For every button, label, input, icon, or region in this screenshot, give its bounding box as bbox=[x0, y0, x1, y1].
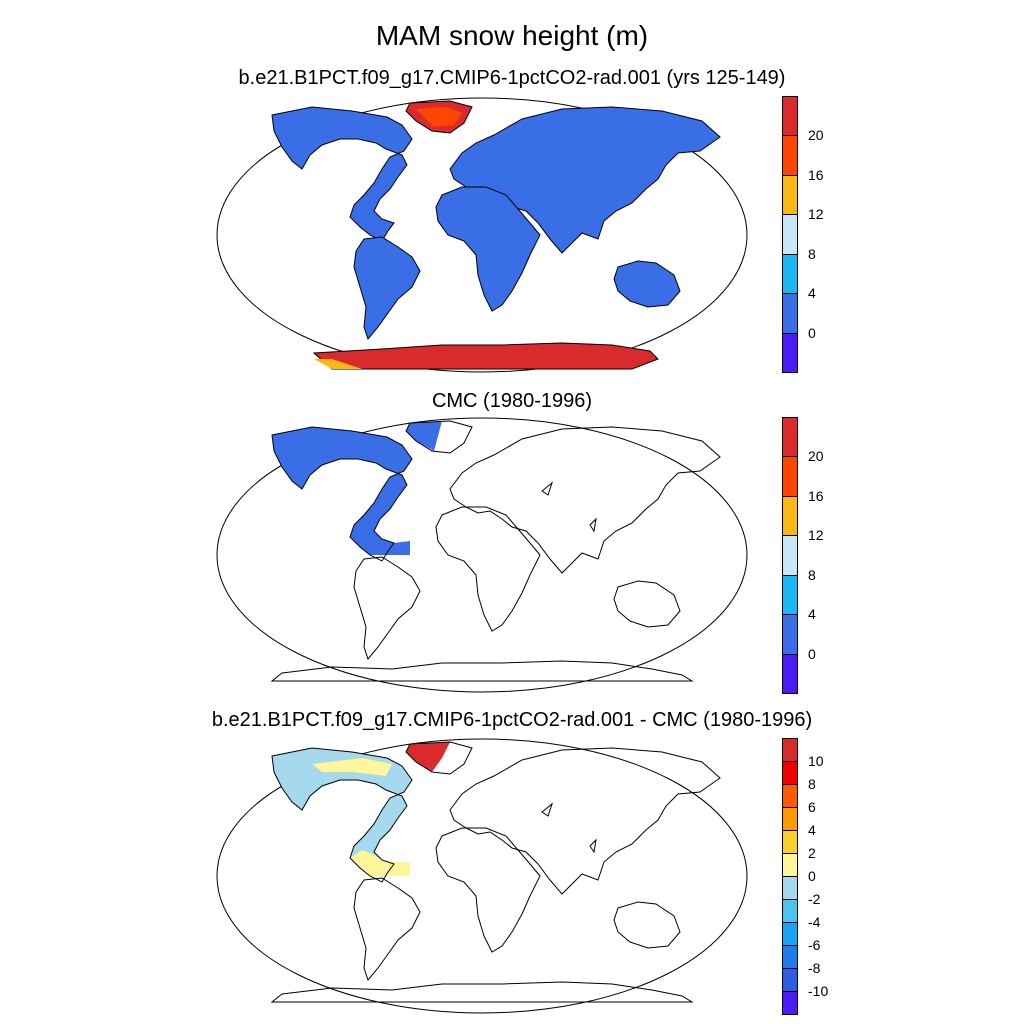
colorbar-tick-label: 4 bbox=[808, 606, 816, 623]
colorbar-cell bbox=[782, 574, 798, 616]
colorbar-model bbox=[782, 96, 798, 373]
colorbar-tick-label: 8 bbox=[808, 566, 816, 583]
panel-title-obs: CMC (1980-1996) bbox=[431, 390, 593, 412]
map-border bbox=[216, 738, 748, 1014]
panel-title-diff: b.e21.B1PCT.f09_g17.CMIP6-1pctCO2-rad.00… bbox=[211, 709, 813, 731]
colorbar-tick-label: 12 bbox=[808, 527, 824, 544]
colorbar-cell bbox=[782, 614, 798, 655]
antarctica-edge bbox=[314, 359, 362, 369]
central-america-positive bbox=[350, 850, 410, 876]
colorbar-tick-label: 12 bbox=[808, 206, 824, 223]
colorbar-obs bbox=[782, 417, 798, 694]
colorbar-tick-label: 20 bbox=[808, 448, 824, 465]
colorbar-cell bbox=[782, 784, 798, 808]
colorbar-cell bbox=[782, 968, 798, 992]
colorbar-tick-label: 4 bbox=[808, 822, 816, 838]
north-america-snow bbox=[272, 427, 412, 555]
map-panel-model bbox=[216, 97, 748, 373]
antarctica-ice bbox=[312, 342, 659, 370]
colorbar-cell bbox=[782, 135, 798, 176]
colorbar-tick-label: -6 bbox=[808, 937, 821, 953]
colorbar-tick-label: 16 bbox=[808, 487, 824, 504]
colorbar-cell bbox=[782, 761, 798, 785]
colorbar-cell bbox=[782, 174, 798, 216]
colorbar-cell bbox=[782, 899, 798, 923]
colorbar-tick-label: 4 bbox=[808, 285, 816, 302]
colorbar-cell bbox=[782, 738, 798, 762]
colorbar-cell bbox=[782, 332, 798, 373]
colorbar-tick-label: -2 bbox=[808, 891, 821, 907]
colorbar-cell bbox=[782, 456, 798, 497]
colorbar-tick-label: -4 bbox=[808, 914, 821, 930]
map-panel-obs bbox=[181, 417, 748, 693]
greenland-partial bbox=[406, 421, 442, 451]
colorbar-tick-label: 0 bbox=[808, 324, 816, 341]
map-panel-diff bbox=[181, 738, 748, 1014]
colorbar-tick-label: -10 bbox=[808, 983, 829, 999]
greenland-positive bbox=[406, 742, 450, 772]
colorbar-tick-label: 0 bbox=[808, 645, 816, 662]
colorbar-tick-label: 8 bbox=[808, 776, 816, 792]
colorbar-cell bbox=[782, 807, 798, 831]
figure-title: MAM snow height (m) bbox=[375, 20, 649, 51]
colorbar-tick-label: 10 bbox=[808, 753, 824, 769]
colorbar-cell bbox=[782, 853, 798, 877]
colorbar-cell bbox=[782, 96, 798, 137]
colorbar-cell bbox=[782, 214, 798, 255]
colorbar-cell bbox=[782, 991, 798, 1015]
map-border bbox=[216, 417, 748, 693]
colorbar-cell bbox=[782, 417, 798, 458]
colorbar-cell bbox=[782, 535, 798, 576]
colorbar-tick-label: 16 bbox=[808, 166, 824, 183]
colorbar-tick-label: 2 bbox=[808, 845, 816, 861]
colorbar-tick-label: 20 bbox=[808, 127, 824, 144]
north-america-diff bbox=[272, 748, 412, 876]
arctic-positive bbox=[312, 758, 392, 776]
colorbar-diff bbox=[782, 738, 798, 1015]
colorbar-cell bbox=[782, 922, 798, 946]
colorbar-cell bbox=[782, 653, 798, 694]
panel-title-model: b.e21.B1PCT.f09_g17.CMIP6-1pctCO2-rad.00… bbox=[238, 67, 786, 89]
colorbar-tick-label: -8 bbox=[808, 960, 821, 976]
colorbar-cell bbox=[782, 830, 798, 854]
colorbar-tick-label: 8 bbox=[808, 245, 816, 262]
colorbar-cell bbox=[782, 945, 798, 969]
colorbar-tick-label: 6 bbox=[808, 799, 816, 815]
colorbar-cell bbox=[782, 293, 798, 334]
greenland-ice-inner bbox=[416, 107, 462, 127]
colorbar-cell bbox=[782, 876, 798, 900]
colorbar-tick-label: 0 bbox=[808, 868, 816, 884]
colorbar-cell bbox=[782, 495, 798, 537]
colorbar-cell bbox=[782, 253, 798, 295]
